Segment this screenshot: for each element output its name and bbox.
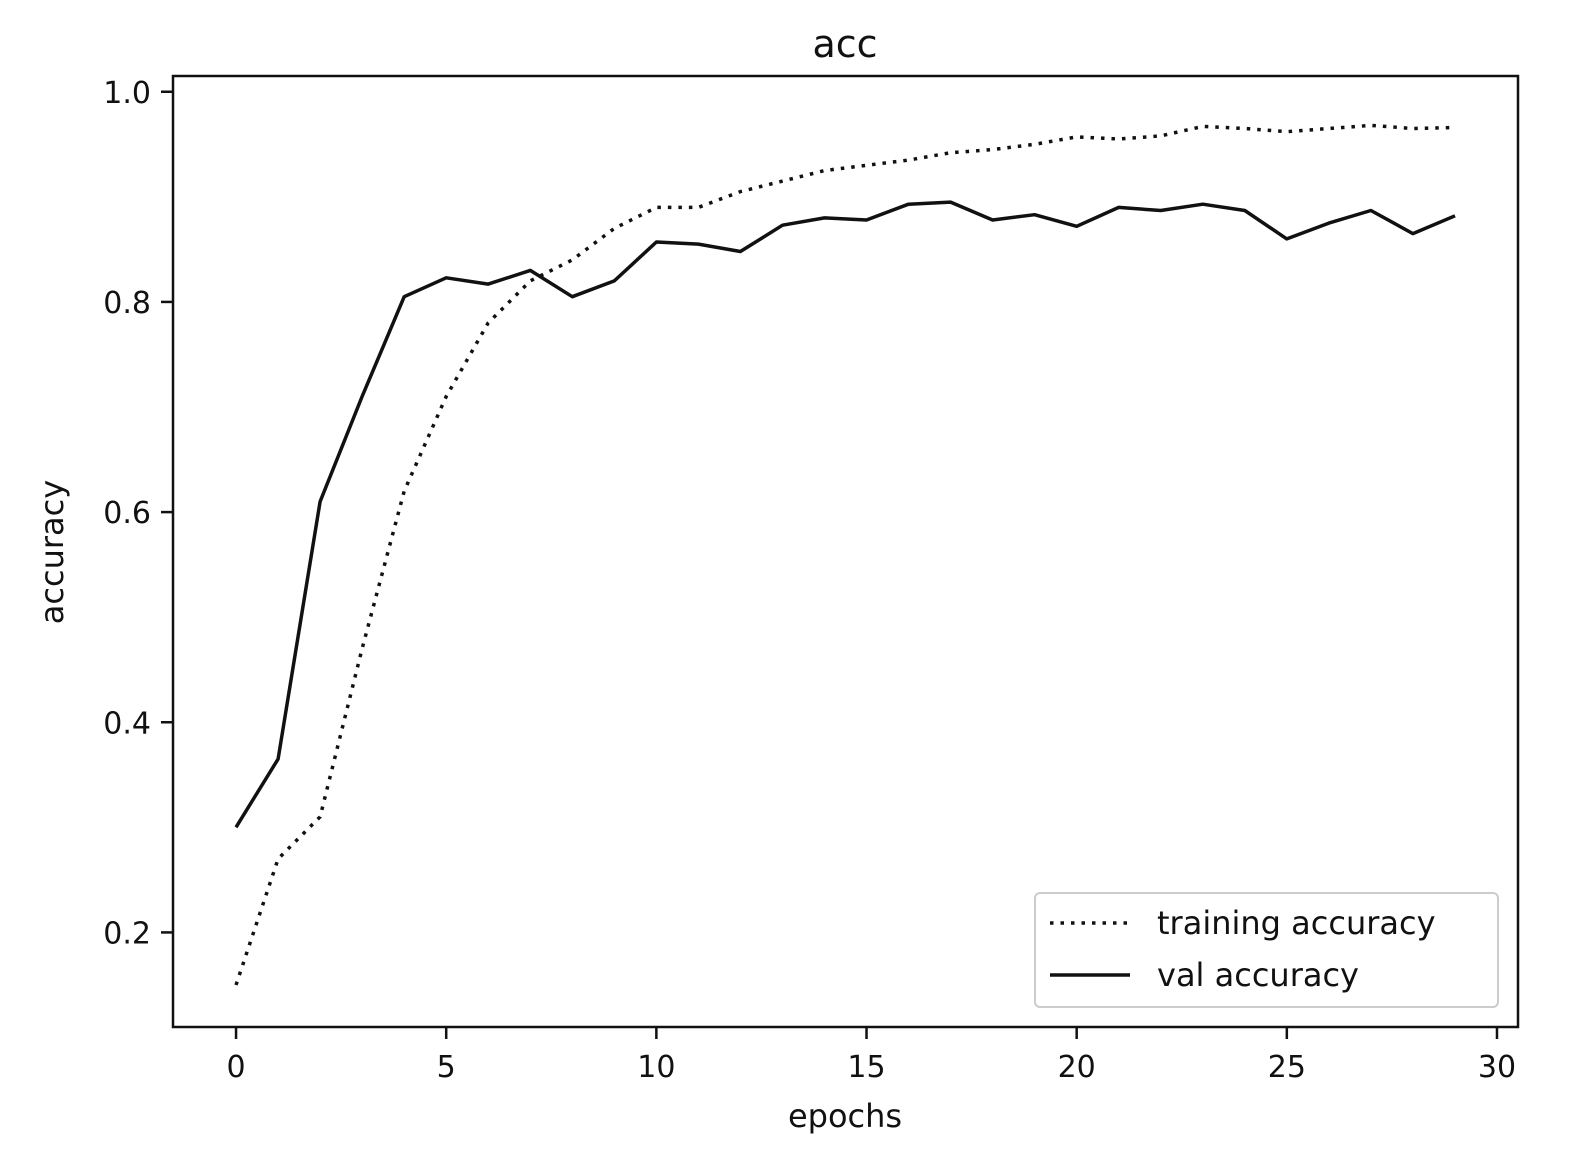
x-tick-label: 30 xyxy=(1478,1050,1516,1085)
x-tick-label: 10 xyxy=(637,1050,675,1085)
legend: training accuracy val accuracy xyxy=(1034,892,1499,1008)
y-tick-label: 1.0 xyxy=(103,76,151,111)
legend-val-label: val accuracy xyxy=(1157,956,1359,994)
val-accuracy-line xyxy=(234,200,1456,829)
series-layer xyxy=(234,123,1456,986)
y-tick-label: 0.2 xyxy=(103,916,151,951)
chart-title: acc xyxy=(812,22,877,66)
x-tick-label: 5 xyxy=(437,1050,456,1085)
x-axis-title: epochs xyxy=(788,1097,902,1135)
y-tick-label: 0.8 xyxy=(103,286,151,321)
plot-area xyxy=(171,74,1520,1029)
x-tick-label: 0 xyxy=(227,1050,246,1085)
x-axis-ticks: 0 5 10 15 20 25 30 xyxy=(227,1027,1516,1085)
legend-box xyxy=(1034,892,1499,1008)
y-tick-label: 0.4 xyxy=(103,706,151,741)
x-tick-label: 20 xyxy=(1058,1050,1096,1085)
y-tick-label: 0.6 xyxy=(103,496,151,531)
y-axis-title: accuracy xyxy=(33,480,71,624)
x-tick-label: 25 xyxy=(1268,1050,1306,1085)
legend-training-label: training accuracy xyxy=(1157,904,1436,942)
y-axis-ticks: 0.2 0.4 0.6 0.8 1.0 xyxy=(103,76,173,951)
x-tick-label: 15 xyxy=(847,1050,885,1085)
plot-frame xyxy=(171,74,1520,1029)
